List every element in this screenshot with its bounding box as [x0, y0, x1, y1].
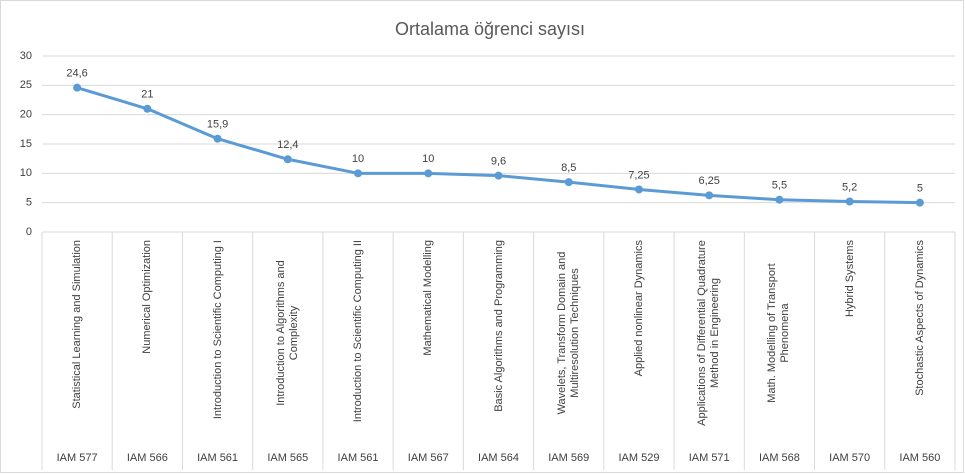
marker: [775, 195, 784, 204]
category-code: IAM 569: [548, 452, 589, 464]
category-code: IAM 568: [759, 452, 800, 464]
x-tick-label: Math. Modelling of Transport Phenomena: [766, 263, 792, 403]
data-label: 24,6: [66, 68, 87, 80]
marker: [213, 134, 222, 143]
y-tick-label: 15: [20, 138, 32, 150]
data-label: 6,25: [698, 175, 719, 187]
x-tick-label: Applied nonlinear Dynamics: [632, 240, 645, 377]
data-label: 5: [917, 183, 923, 195]
data-label: 7,25: [628, 169, 649, 181]
category-code: IAM 567: [408, 452, 449, 464]
x-tick-label: Mathematical Modelling: [421, 240, 434, 356]
category-code: IAM 561: [197, 452, 238, 464]
marker: [494, 171, 503, 180]
data-label: 8,5: [561, 162, 576, 174]
marker: [915, 198, 924, 207]
marker: [73, 83, 82, 92]
category-code: IAM 570: [829, 452, 870, 464]
y-tick-label: 0: [26, 226, 32, 238]
x-tick-label: Hybrid Systems: [843, 240, 856, 318]
category-code: IAM 571: [689, 452, 730, 464]
category-code: IAM 560: [899, 452, 940, 464]
y-tick-label: 25: [20, 79, 32, 91]
data-label: 10: [352, 153, 364, 165]
data-label: 5,2: [842, 181, 857, 193]
marker: [634, 185, 643, 194]
y-tick-label: 10: [20, 167, 32, 179]
marker: [283, 155, 292, 164]
marker: [143, 104, 152, 113]
data-label: 10: [422, 153, 434, 165]
data-label: 9,6: [491, 156, 506, 168]
category-code: IAM 565: [267, 452, 308, 464]
marker: [354, 169, 363, 178]
x-tick-label: Applications of Differential Quadrature …: [696, 240, 722, 426]
x-tick-label: Introduction to Algorithms and Complexit…: [274, 260, 300, 406]
x-tick-label: Stochastic Aspects of Dynamics: [913, 240, 926, 396]
x-tick-label: Wavelets, Transform Domain and Multireso…: [555, 251, 581, 415]
marker: [705, 191, 714, 200]
x-tick-label: Basic Algorithms and Programming: [492, 240, 504, 412]
x-tick-label: Introduction to Scientific Computing I: [211, 240, 224, 420]
x-tick-label: Statistical Learning and Simulation: [70, 240, 83, 409]
data-label: 12,4: [277, 139, 298, 151]
x-tick-label: Numerical Optimization: [140, 240, 153, 354]
marker: [845, 197, 854, 206]
data-label: 21: [141, 89, 153, 101]
chart-title: Ortalama öğrenci sayısı: [395, 19, 585, 39]
category-code: IAM 577: [57, 452, 98, 464]
y-tick-label: 30: [20, 50, 32, 62]
category-code: IAM 564: [478, 452, 519, 464]
category-code: IAM 561: [338, 452, 379, 464]
data-label: 5,5: [772, 180, 787, 192]
y-tick-label: 5: [26, 197, 32, 209]
category-code: IAM 529: [618, 452, 659, 464]
y-tick-label: 20: [20, 109, 32, 121]
marker: [424, 169, 433, 178]
x-tick-label: Introduction to Scientific Computing II: [351, 240, 364, 423]
category-code: IAM 566: [127, 452, 168, 464]
data-label: 15,9: [207, 119, 228, 131]
marker: [564, 178, 573, 187]
